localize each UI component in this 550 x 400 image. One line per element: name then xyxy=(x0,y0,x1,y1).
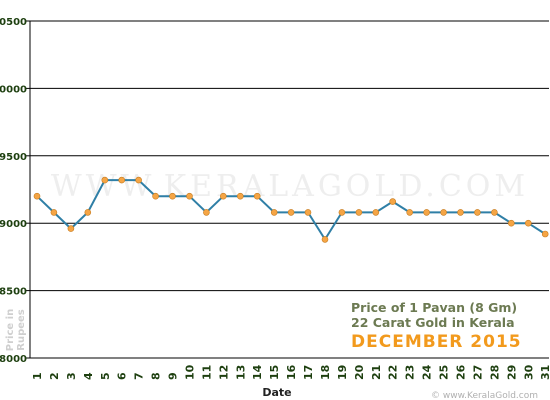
annotation-month: DECEMBER 2015 xyxy=(351,332,522,352)
data-point xyxy=(440,209,447,216)
data-point xyxy=(491,209,498,216)
x-tick-label: 15 xyxy=(268,365,281,380)
y-axis-ticks: 18000 18500 19000 19500 20000 20500 xyxy=(0,17,30,365)
y-axis-label-line2: Rupees xyxy=(16,309,27,351)
x-tick-label: 10 xyxy=(184,364,197,380)
x-tick-label: 19 xyxy=(336,365,349,380)
data-point xyxy=(169,192,176,200)
x-tick-label: 17 xyxy=(302,365,315,380)
y-tick-label: 19000 xyxy=(0,219,27,230)
watermark-text: WWW.KERALAGOLD.COM xyxy=(51,169,529,204)
x-tick-label: 23 xyxy=(404,365,417,380)
annotation-line1: Price of 1 Pavan (8 Gm) xyxy=(351,300,517,315)
credit-text: © www.KeralaGold.com xyxy=(431,391,538,400)
data-point xyxy=(423,209,430,216)
data-point xyxy=(253,192,261,200)
x-tick-label: 18 xyxy=(319,365,332,380)
x-tick-label: 9 xyxy=(167,372,180,380)
x-tick-label: 26 xyxy=(455,364,468,380)
data-point xyxy=(524,219,532,227)
x-tick-label: 21 xyxy=(370,365,383,380)
data-point xyxy=(186,192,193,200)
data-point xyxy=(101,176,109,184)
data-points xyxy=(33,176,549,243)
data-point xyxy=(50,209,58,216)
x-tick-label: 27 xyxy=(471,365,484,380)
x-tick-label: 24 xyxy=(421,364,434,380)
data-point xyxy=(33,192,41,200)
x-tick-label: 22 xyxy=(387,365,400,380)
data-point xyxy=(389,198,397,205)
x-tick-label: 20 xyxy=(353,364,366,380)
data-point xyxy=(152,192,159,200)
x-tick-label: 31 xyxy=(539,365,550,380)
data-point xyxy=(321,236,329,243)
x-tick-label: 12 xyxy=(217,365,230,380)
data-point xyxy=(372,209,380,216)
data-point xyxy=(474,209,481,216)
x-tick-label: 8 xyxy=(150,372,163,380)
x-tick-label: 6 xyxy=(116,372,129,380)
grid-lines xyxy=(30,20,549,359)
x-tick-label: 30 xyxy=(522,364,535,380)
data-point xyxy=(270,209,278,216)
x-tick-label: 2 xyxy=(48,372,61,380)
data-point xyxy=(541,230,549,238)
data-point xyxy=(203,209,210,216)
x-axis-ticks: 1 2 3 4 5 6 7 8 9 10 11 12 13 14 15 16 17 18 19 20 21 22 23 24 2… xyxy=(31,364,550,380)
data-point xyxy=(457,209,464,216)
x-tick-label: 28 xyxy=(488,365,501,380)
data-point xyxy=(84,209,92,216)
x-tick-label: 13 xyxy=(234,365,247,380)
data-point xyxy=(135,176,142,184)
data-point xyxy=(338,209,346,216)
x-axis-label: Date xyxy=(262,386,291,399)
x-tick-label: 16 xyxy=(285,364,298,380)
data-point xyxy=(355,209,363,216)
annotation-line2: 22 Carat Gold in Kerala xyxy=(351,315,515,330)
data-point xyxy=(507,219,515,227)
data-point xyxy=(304,209,312,216)
data-point xyxy=(67,225,75,232)
y-axis-label-line1: Price in xyxy=(5,309,16,351)
data-point xyxy=(220,192,227,200)
x-tick-label: 5 xyxy=(99,372,112,380)
y-tick-label: 18500 xyxy=(0,287,27,298)
data-point xyxy=(118,176,125,184)
y-tick-label: 20000 xyxy=(0,84,27,95)
x-tick-label: 11 xyxy=(200,365,213,380)
x-tick-label: 14 xyxy=(251,364,264,380)
x-tick-label: 7 xyxy=(133,372,146,380)
x-tick-label: 4 xyxy=(82,372,95,380)
y-tick-label: 18000 xyxy=(0,354,27,365)
y-axis-label: Price in Rupees xyxy=(5,309,27,351)
data-point xyxy=(287,209,295,216)
x-tick-label: 29 xyxy=(505,365,518,380)
y-tick-label: 20500 xyxy=(0,17,27,28)
data-point xyxy=(237,192,244,200)
x-tick-label: 3 xyxy=(65,372,78,380)
y-tick-label: 19500 xyxy=(0,152,27,163)
x-tick-label: 1 xyxy=(31,372,44,380)
x-tick-label: 25 xyxy=(438,365,451,380)
data-point xyxy=(406,209,414,216)
